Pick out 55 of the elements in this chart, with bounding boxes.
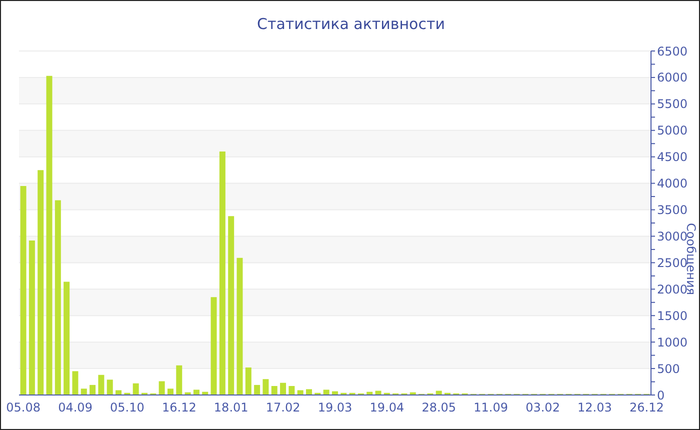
bar: [219, 152, 226, 395]
x-tick-label: 19.04: [370, 400, 404, 415]
bar: [271, 386, 278, 395]
bar: [158, 381, 165, 395]
x-tick-label: 05.08: [6, 400, 41, 415]
bar: [116, 390, 122, 395]
x-tick-label: 03.02: [526, 400, 560, 415]
y-tick-label: 5500: [657, 97, 688, 112]
y-tick-label: 6500: [657, 44, 688, 58]
x-tick-label: 17.02: [266, 400, 300, 415]
y-tick-label: 3500: [657, 203, 688, 218]
bar: [132, 383, 139, 395]
y-tick-label: 4000: [657, 176, 688, 191]
bar: [254, 384, 260, 395]
bar: [38, 170, 44, 395]
x-tick-label: 12.03: [578, 400, 612, 415]
bar: [236, 258, 243, 395]
bar: [297, 390, 304, 395]
y-tick-label: 0: [657, 388, 665, 402]
bar: [210, 297, 217, 395]
y-tick-label: 5000: [657, 124, 688, 138]
x-tick-label: 16.12: [162, 400, 196, 415]
bar: [80, 388, 87, 395]
y-tick-label: 1000: [657, 335, 688, 350]
bar: [72, 371, 78, 395]
y-tick-label: 1500: [657, 308, 688, 323]
bar: [262, 379, 269, 395]
x-tick-label: 26.12: [629, 400, 664, 415]
bar: [64, 282, 70, 395]
bar: [306, 389, 312, 395]
bar: [193, 390, 200, 395]
bar: [28, 240, 35, 395]
bar: [245, 367, 252, 395]
x-tick-label: 04.09: [58, 400, 92, 415]
bar: [20, 186, 26, 395]
bar: [288, 386, 295, 395]
bar: [46, 76, 52, 395]
x-tick-label: 11.09: [474, 400, 508, 415]
x-tick-label: 05.10: [110, 400, 144, 415]
bar: [54, 200, 61, 395]
x-tick-label: 28.05: [422, 400, 456, 415]
bar: [280, 382, 286, 395]
y-tick-label: 500: [657, 362, 680, 376]
y-tick-label: 6000: [657, 70, 688, 85]
chart-title: Статистика активности: [256, 15, 446, 33]
bar: [167, 388, 174, 395]
bar: [228, 216, 234, 395]
bar: [323, 390, 330, 395]
y-tick-label: 4500: [657, 150, 688, 164]
bar: [90, 384, 96, 395]
bar: [106, 380, 113, 395]
bar: [176, 365, 182, 395]
bar: [98, 374, 104, 395]
x-tick-label: 19.03: [318, 400, 352, 415]
x-tick-label: 18.01: [214, 400, 248, 415]
